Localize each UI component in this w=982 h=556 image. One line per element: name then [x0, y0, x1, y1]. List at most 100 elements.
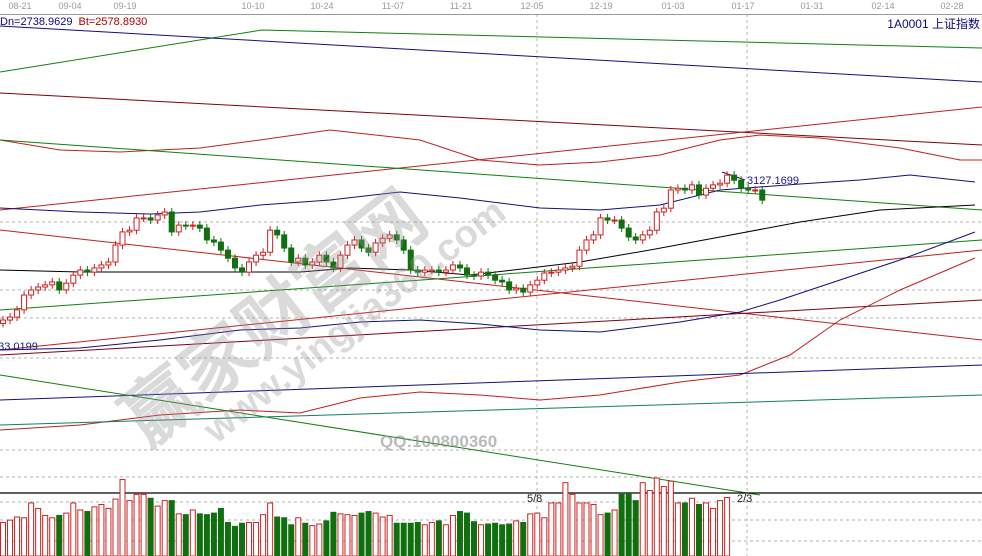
volume-bar	[583, 502, 590, 556]
volume-bar	[590, 504, 597, 556]
candle-up	[7, 316, 14, 321]
trend-line-red-falling	[0, 229, 982, 341]
candle-up	[710, 184, 717, 189]
volume-bar	[421, 524, 428, 556]
date-axis: 08-21 09-04 09-19 10-10 10-24 11-07 11-21 12-05…	[0, 0, 982, 15]
volume-bar	[14, 516, 21, 556]
candle-down	[731, 174, 738, 181]
volume-bar	[717, 500, 724, 556]
candle-up	[752, 189, 759, 192]
candle-down	[210, 239, 217, 243]
volume-bar	[224, 521, 231, 556]
candle-down	[520, 287, 527, 293]
volume-bar	[154, 505, 161, 556]
candle-up	[703, 187, 709, 196]
candle-up	[316, 254, 323, 263]
volume-bar	[42, 514, 49, 556]
date-tick: 01-17	[731, 1, 755, 11]
volume-bar	[309, 525, 316, 556]
volume-bar	[639, 482, 646, 556]
volume-bar	[21, 517, 28, 556]
volume-bar	[323, 520, 330, 556]
candle-up	[646, 229, 653, 236]
candle-down	[485, 271, 492, 276]
candle-down	[302, 257, 309, 266]
volume-bar	[203, 514, 210, 556]
date-tick: 01-03	[661, 1, 685, 11]
candle-up	[667, 189, 674, 209]
trend-line-red-low	[0, 249, 982, 351]
volume-bar	[653, 477, 660, 556]
candle-down	[239, 267, 246, 273]
candle-up	[724, 174, 731, 184]
candle-up	[70, 274, 77, 284]
candle-up	[527, 284, 534, 293]
volume-bar	[119, 479, 126, 556]
candle-down	[147, 217, 154, 221]
volume-bar	[569, 493, 576, 556]
candle-up	[583, 239, 590, 251]
trend-line-darkred-top	[0, 92, 982, 146]
candle-down	[217, 241, 224, 251]
candle-down	[365, 247, 372, 253]
volume-bar	[70, 502, 77, 556]
volume-bar	[56, 514, 63, 556]
volume-bar	[0, 521, 6, 556]
volume-bar	[703, 502, 709, 556]
volume-bar	[548, 502, 555, 556]
volume-bar	[527, 513, 534, 556]
candle-up	[555, 269, 562, 273]
volume-bar	[126, 500, 133, 556]
volume-bar	[379, 516, 386, 556]
volume-bar	[646, 489, 653, 556]
candle-down	[471, 274, 478, 277]
candle-up	[449, 264, 456, 271]
candle-down	[492, 274, 499, 281]
volume-bar	[337, 513, 344, 556]
candle-up	[611, 219, 618, 222]
marker-b-label: 2/3	[737, 493, 753, 505]
candle-up	[126, 229, 133, 233]
candle-down	[56, 281, 63, 291]
candle-up	[478, 271, 485, 277]
volume-bar	[513, 520, 520, 556]
volume-bar	[541, 517, 548, 556]
volume-bar	[133, 493, 140, 556]
low-price-label: 733.0199	[0, 341, 38, 353]
volume-bar	[485, 523, 492, 556]
volume-bar	[386, 514, 393, 556]
candle-up	[267, 229, 274, 253]
volume-bar	[168, 500, 175, 556]
candle-down	[224, 249, 231, 259]
candle-down	[288, 247, 295, 263]
date-tick: 11-07	[381, 1, 405, 11]
volume-bar	[140, 493, 147, 556]
candle-up	[569, 265, 576, 269]
volume-bar	[316, 523, 323, 556]
volume-bar	[63, 512, 70, 556]
volume-bar	[667, 480, 674, 556]
candle-up	[309, 261, 316, 266]
trend-line-teal-low	[0, 394, 982, 426]
candle-up	[562, 267, 569, 271]
candle-down	[456, 264, 463, 269]
candle-up	[140, 217, 147, 220]
volume-bar	[499, 524, 506, 556]
candle-up	[260, 251, 267, 256]
symbol-title: 1A0001 上证指数	[887, 15, 980, 32]
volume-bar	[246, 521, 253, 556]
upper-band	[0, 129, 982, 166]
candle-down	[393, 234, 400, 241]
volume-bar	[98, 504, 105, 556]
candle-up	[379, 237, 386, 244]
volume-bar	[520, 521, 527, 556]
candle-up	[541, 272, 548, 281]
candle-down	[407, 249, 414, 271]
candle-up	[660, 207, 667, 213]
candle-down	[274, 229, 281, 236]
volume-bar	[105, 507, 112, 556]
dn-value: Dn=2738.9629	[0, 16, 73, 28]
candle-up	[119, 231, 126, 246]
candle-up	[14, 309, 21, 318]
